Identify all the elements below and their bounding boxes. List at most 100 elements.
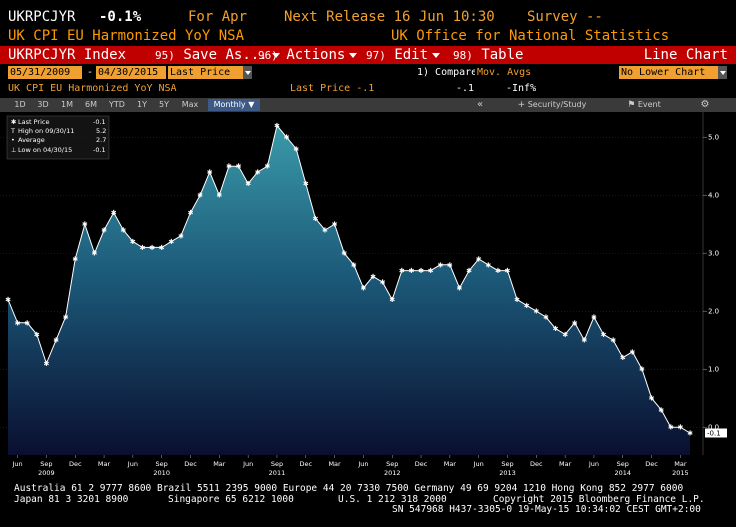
price-point: ✱	[264, 163, 270, 171]
index-label[interactable]: UKRPCJYR Index	[8, 47, 127, 63]
x-tick-label: Jun	[127, 460, 138, 468]
x-tick-label: Mar	[98, 460, 111, 468]
price-point: ✱	[437, 261, 443, 269]
save-as-label: Save As...	[183, 47, 268, 63]
x-tick-label: Mar	[444, 460, 457, 468]
price-point: ✱	[159, 244, 165, 252]
period-max-button[interactable]: Max	[181, 100, 199, 109]
price-point: ✱	[293, 145, 299, 153]
field-select-value: Last Price	[170, 67, 231, 78]
legend-low-value: -0.1	[93, 146, 106, 154]
edit-button[interactable]: 97) Edit	[366, 46, 441, 64]
price-point: ✱	[629, 348, 635, 356]
period-6m-button[interactable]: 6M	[85, 100, 97, 109]
edit-label: Edit	[394, 47, 429, 63]
chevron-down-icon	[349, 52, 358, 58]
price-point: ✱	[312, 215, 318, 223]
period-nav: 1D 3D 1M 6M YTD 1Y 5Y Max Monthly ▼ « + …	[0, 98, 736, 112]
x-tick-label: Jun	[588, 460, 599, 468]
period-1d-button[interactable]: 1D	[14, 100, 26, 109]
price-point: ✱	[572, 319, 578, 327]
x-tick-label: Mar	[674, 460, 687, 468]
header-row-2: UK CPI EU Harmonized YoY NSA UK Office f…	[0, 28, 736, 45]
y-axis: 5.0 4.0 3.0 2.0 1.0 0.0	[703, 134, 719, 432]
chart-type-label[interactable]: Line Chart	[643, 47, 728, 63]
toolbar: UKRPCJYR Index 95) Save As... 96) Action…	[0, 46, 736, 64]
price-point: ✱	[207, 169, 213, 177]
header-row-1: UKRPCJYR -0.1% For Apr Next Release 16 J…	[0, 9, 736, 26]
x-tick-label: Sep	[40, 460, 52, 468]
chevron-down-icon	[271, 52, 280, 58]
period-ytd-button[interactable]: YTD	[109, 100, 125, 109]
series-description: UK CPI EU Harmonized YoY NSA	[8, 28, 245, 44]
price-point: ✱	[485, 261, 491, 269]
price-point: ✱	[533, 308, 539, 316]
last-value-text: -0.1	[707, 430, 721, 438]
footer-serial: SN 547968 H437-3305-0 19-May-15 10:34:02…	[392, 504, 701, 515]
ticker: UKRPCJYR	[8, 9, 76, 25]
period-1y-button[interactable]: 1Y	[137, 100, 147, 109]
price-point: ✱	[130, 238, 136, 246]
x-year-label: 2013	[499, 469, 516, 477]
table-button[interactable]: 98) Table	[453, 46, 523, 64]
price-point: ✱	[255, 169, 261, 177]
price-point: ✱	[188, 209, 194, 217]
collapse-icon[interactable]: «	[476, 99, 484, 110]
legend-average-value: 2.7	[96, 136, 106, 144]
price-point: ✱	[495, 267, 501, 275]
price-point: ✱	[514, 296, 520, 304]
frequency-select[interactable]: Monthly ▼	[208, 99, 260, 111]
save-as-button[interactable]: 95) Save As...	[155, 46, 280, 64]
price-line	[7, 124, 691, 434]
period-1m-button[interactable]: 1M	[61, 100, 73, 109]
price-chart[interactable]: ✱ ✱ ✱ ✱ ✱ ✱ ✱ ✱ ✱ ✱ ✱ ✱ ✱ ✱ ✱ ✱ ✱ ✱ ✱ ✱ ✱ ✱ ✱ ✱ ✱ ✱ ✱ ✱ ✱ ✱ ✱ ✱ ✱ ✱ ✱ ✱ ✱ ✱ ✱ ✱…	[0, 112, 736, 482]
x-year-label: 2015	[672, 469, 689, 477]
price-point: ✱	[658, 406, 664, 414]
actions-button[interactable]: 96) Actions	[258, 46, 358, 64]
price-point: ✱	[15, 319, 21, 327]
period-3d-button[interactable]: 3D	[37, 100, 49, 109]
edit-number: 97)	[366, 49, 386, 62]
x-tick-label: Dec	[299, 460, 312, 468]
date-dash: -	[87, 67, 94, 78]
x-tick-label: Jun	[242, 460, 253, 468]
lower-chart-select[interactable]: No Lower Chart	[619, 66, 727, 79]
price-point: ✱	[341, 250, 347, 258]
legend-low-marker: ⊥	[11, 146, 17, 154]
x-tick-label: Dec	[415, 460, 428, 468]
actions-label: Actions	[286, 47, 346, 63]
price-point: ✱	[274, 122, 280, 130]
price-area	[8, 125, 690, 455]
x-tick-label: Mar	[328, 460, 341, 468]
x-tick-label: Jun	[357, 460, 368, 468]
price-point: ✱	[668, 424, 674, 432]
controls-row: 05/31/2009 - 04/30/2015 Last Price 1) Co…	[0, 66, 736, 80]
price-point: ✱	[360, 285, 366, 293]
x-tick-label: Mar	[213, 460, 226, 468]
price-point: ✱	[303, 180, 309, 188]
actions-number: 96)	[258, 49, 278, 62]
legend-average-marker: •	[11, 136, 15, 144]
start-date-field[interactable]: 05/31/2009	[8, 66, 82, 79]
readout-value-1: -.1	[456, 83, 475, 94]
field-select[interactable]: Last Price	[168, 66, 252, 79]
x-year-label: 2011	[269, 469, 286, 477]
price-point: ✱	[610, 337, 616, 345]
period-5y-button[interactable]: 5Y	[159, 100, 169, 109]
price-point: ✱	[149, 244, 155, 252]
price-point: ✱	[24, 319, 30, 327]
compare-select[interactable]: Mov. Avgs	[475, 66, 533, 79]
price-point: ✱	[178, 232, 184, 240]
save-as-number: 95)	[155, 49, 175, 62]
flag-icon: ⚑	[627, 100, 636, 110]
security-study-button[interactable]: + Security/Study	[517, 99, 587, 111]
gear-icon[interactable]: ⚙	[700, 99, 710, 110]
footer-contacts-line-1: Australia 61 2 9777 8600 Brazil 5511 239…	[14, 483, 684, 494]
chevron-down-icon	[243, 66, 252, 79]
price-point: ✱	[322, 227, 328, 235]
price-point: ✱	[120, 227, 126, 235]
y-tick-label: 5.0	[708, 134, 719, 142]
legend-high-marker: T	[10, 127, 15, 135]
end-date-field[interactable]: 04/30/2015	[96, 66, 166, 79]
event-button[interactable]: ⚑ Event	[618, 99, 670, 111]
